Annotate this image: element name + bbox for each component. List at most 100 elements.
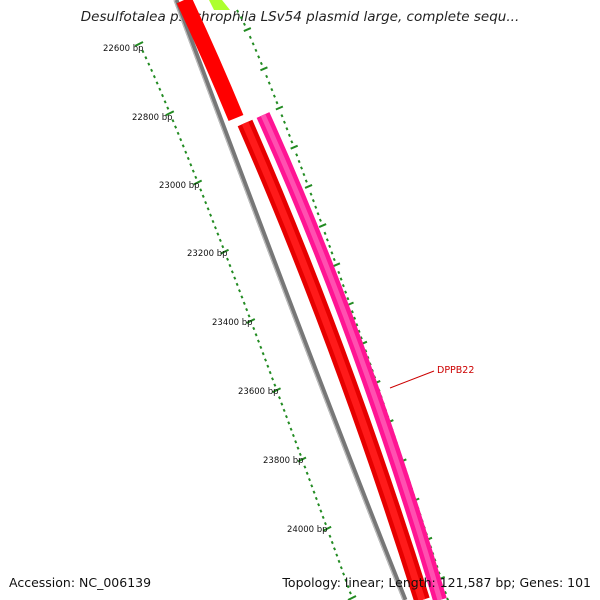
ruler-minor-tick — [344, 290, 348, 294]
ruler-minor-tick — [330, 251, 334, 255]
ruler-minor-tick — [235, 282, 239, 287]
ruler-minor-tick — [152, 75, 156, 79]
ruler-minor-tick — [295, 153, 299, 157]
ruler-minor-tick — [204, 200, 208, 205]
ruler-major-tick — [290, 144, 299, 150]
ruler-minor-tick — [311, 199, 315, 203]
ruler-minor-tick — [242, 301, 246, 305]
ruler-minor-tick — [346, 297, 350, 301]
ruler-major-tick — [260, 66, 268, 72]
ruler-major-tick — [272, 387, 282, 394]
ruler-minor-tick — [141, 49, 145, 54]
ruler-major-tick — [304, 183, 313, 189]
ruler-minor-tick — [275, 101, 279, 105]
ruler-major-tick — [134, 41, 144, 47]
gene-dppb22-leader — [389, 370, 435, 389]
ruler-minor-tick — [325, 238, 329, 242]
ruler-minor-tick — [256, 339, 260, 343]
ruler-minor-tick — [339, 277, 343, 281]
ruler-minor-tick — [163, 100, 167, 104]
ruler-minor-tick — [317, 503, 321, 507]
ruler-minor-tick — [259, 345, 263, 350]
ruler-minor-tick — [268, 370, 272, 375]
ruler-minor-tick — [238, 289, 242, 293]
ruler-minor-tick — [297, 159, 301, 164]
ruler-minor-tick — [314, 496, 318, 501]
ruler-minor-tick — [296, 446, 300, 450]
ruler-minor-tick — [280, 114, 284, 118]
ruler-minor-tick — [346, 584, 350, 589]
ruler-minor-tick — [337, 270, 341, 275]
ruler-minor-tick — [254, 48, 258, 53]
ruler-minor-tick — [278, 396, 281, 400]
ruler-label: 23400 bp — [212, 318, 253, 328]
ruler-minor-tick — [186, 156, 190, 161]
ruler-minor-tick — [282, 120, 286, 124]
ruler-minor-tick — [328, 244, 332, 249]
ruler-minor-tick — [357, 329, 361, 333]
ruler-minor-tick — [209, 213, 213, 217]
ruler-minor-tick — [261, 352, 265, 356]
ruler-minor-tick — [213, 226, 217, 230]
ruler-minor-tick — [319, 509, 323, 513]
reverse-gene-upper[interactable] — [176, 0, 244, 122]
ruler-minor-tick — [316, 212, 320, 216]
ruler-minor-tick — [280, 402, 284, 406]
ruler-minor-tick — [206, 207, 210, 211]
ruler-minor-tick — [272, 94, 276, 98]
ruler-minor-tick — [344, 578, 348, 582]
ruler-minor-tick — [282, 408, 286, 412]
ruler-minor-tick — [353, 316, 357, 320]
ruler-minor-tick — [144, 56, 148, 60]
ruler-minor-tick — [191, 169, 195, 173]
ruler-minor-tick — [289, 427, 293, 431]
ruler-minor-tick — [174, 125, 178, 129]
ruler-minor-tick — [328, 534, 332, 538]
upstream-gene[interactable] — [209, 0, 230, 10]
ruler-minor-tick — [355, 323, 359, 327]
ruler-label: 23800 bp — [263, 456, 304, 466]
ruler-minor-tick — [318, 218, 322, 222]
ruler-minor-tick — [216, 232, 220, 236]
ruler-minor-tick — [252, 326, 256, 331]
ruler-minor-tick — [150, 68, 154, 73]
reverse-gene-main-core — [241, 121, 426, 600]
backbone-track — [173, 0, 408, 600]
ruler-minor-tick — [199, 188, 203, 192]
ruler-minor-tick — [321, 515, 325, 520]
ruler-label: 22800 bp — [132, 113, 173, 123]
ruler-minor-tick — [239, 16, 243, 20]
ruler-minor-tick — [211, 219, 215, 224]
ruler-minor-tick — [302, 172, 306, 177]
ruler-minor-tick — [332, 257, 336, 262]
ruler-minor-tick — [444, 591, 447, 595]
summary-text: Topology: linear; Length: 121,587 bp; Ge… — [282, 575, 591, 590]
ruler-label: 24000 bp — [287, 525, 328, 535]
ruler-minor-tick — [147, 62, 151, 66]
gene-label-dppb22[interactable]: DPPB22 — [437, 365, 474, 376]
ruler-minor-tick — [270, 87, 274, 92]
ruler-minor-tick — [189, 163, 193, 167]
ruler-minor-tick — [339, 566, 343, 570]
ruler-minor-tick — [221, 245, 225, 249]
ruler-minor-tick — [285, 127, 289, 131]
ruler-minor-tick — [335, 553, 339, 557]
ruler-minor-tick — [176, 131, 180, 135]
ruler-minor-tick — [348, 591, 352, 595]
ruler-minor-tick — [245, 307, 249, 312]
ruler-minor-tick — [194, 175, 198, 180]
ruler-minor-tick — [300, 166, 304, 170]
ruler-minor-tick — [350, 310, 354, 314]
ruler-minor-tick — [294, 440, 298, 444]
ruler-label: 23200 bp — [187, 249, 228, 259]
ruler-minor-tick — [330, 540, 334, 545]
backbone-highlight — [173, 0, 404, 600]
ruler-minor-tick — [284, 414, 288, 419]
ruler-minor-tick — [305, 471, 309, 475]
ruler-minor-tick — [273, 383, 277, 387]
ruler-minor-tick — [441, 584, 445, 588]
ruler-minor-tick — [323, 522, 327, 526]
ruler-minor-tick — [271, 377, 275, 381]
ruler-minor-tick — [161, 93, 164, 98]
